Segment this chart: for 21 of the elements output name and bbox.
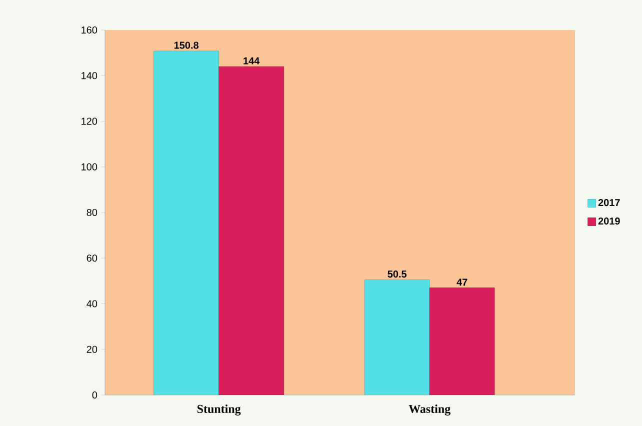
bar <box>218 66 284 395</box>
data-label: 150.8 <box>174 42 199 49</box>
data-label: 50.5 <box>388 270 407 278</box>
y-tick-label: 0 <box>92 391 98 399</box>
y-tick-label: 60 <box>86 254 98 262</box>
legend-label: 2017 <box>598 199 620 206</box>
y-tick-label: 40 <box>86 300 98 308</box>
bar <box>154 50 220 395</box>
y-tick-label: 80 <box>86 208 98 216</box>
data-label: 47 <box>456 278 468 286</box>
y-tick-label: 140 <box>82 72 98 80</box>
y-tick-label: 120 <box>82 118 98 125</box>
data-label: 144 <box>244 57 260 64</box>
bar <box>429 288 495 395</box>
legend-label: 2019 <box>598 218 620 225</box>
x-tick-label: Stunting <box>197 404 241 416</box>
bar <box>364 280 430 395</box>
y-tick-label: 100 <box>82 163 98 170</box>
y-tick-label: 20 <box>86 346 98 353</box>
x-tick-label: Wasting <box>408 404 450 416</box>
y-tick-label: 160 <box>82 26 98 34</box>
